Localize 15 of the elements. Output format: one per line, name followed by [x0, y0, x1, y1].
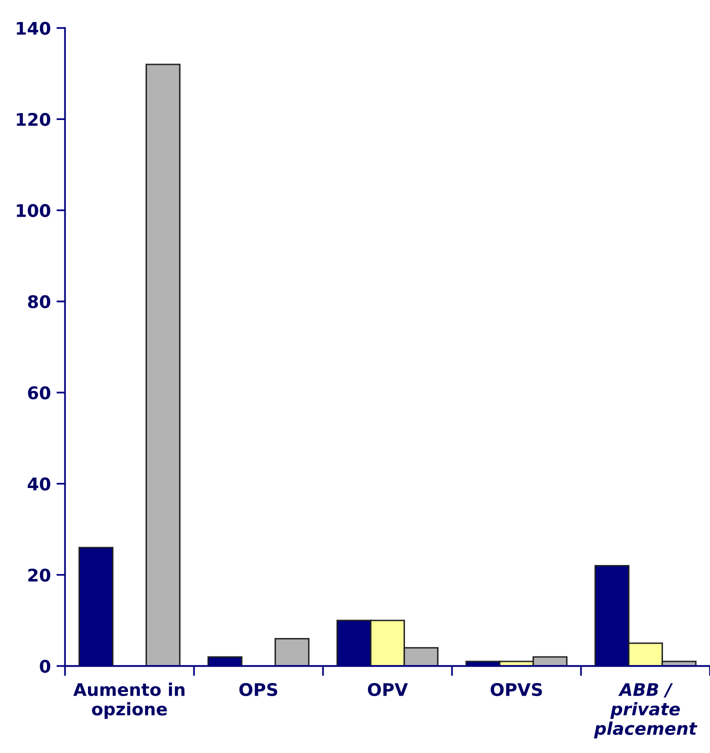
x-tick-label: OPS: [239, 682, 278, 696]
y-tick-label: 40: [28, 477, 50, 491]
y-tick-label: 0: [40, 660, 50, 673]
x-tick-label: OPVS: [490, 682, 542, 696]
y-tick-label: 80: [28, 295, 50, 308]
x-tick-label: ABB / private placement: [594, 683, 698, 738]
bar: [274, 638, 310, 666]
y-tick-label: 100: [16, 204, 50, 218]
y-tick-label: 120: [16, 112, 50, 126]
y-tick-label: 20: [28, 568, 50, 582]
x-tick-label: OPV: [368, 682, 408, 696]
bar: [146, 64, 181, 666]
x-tick-label: Aumento in opzione: [73, 682, 184, 719]
y-tick-label: 140: [16, 22, 50, 35]
y-tick-label: 60: [28, 386, 50, 400]
